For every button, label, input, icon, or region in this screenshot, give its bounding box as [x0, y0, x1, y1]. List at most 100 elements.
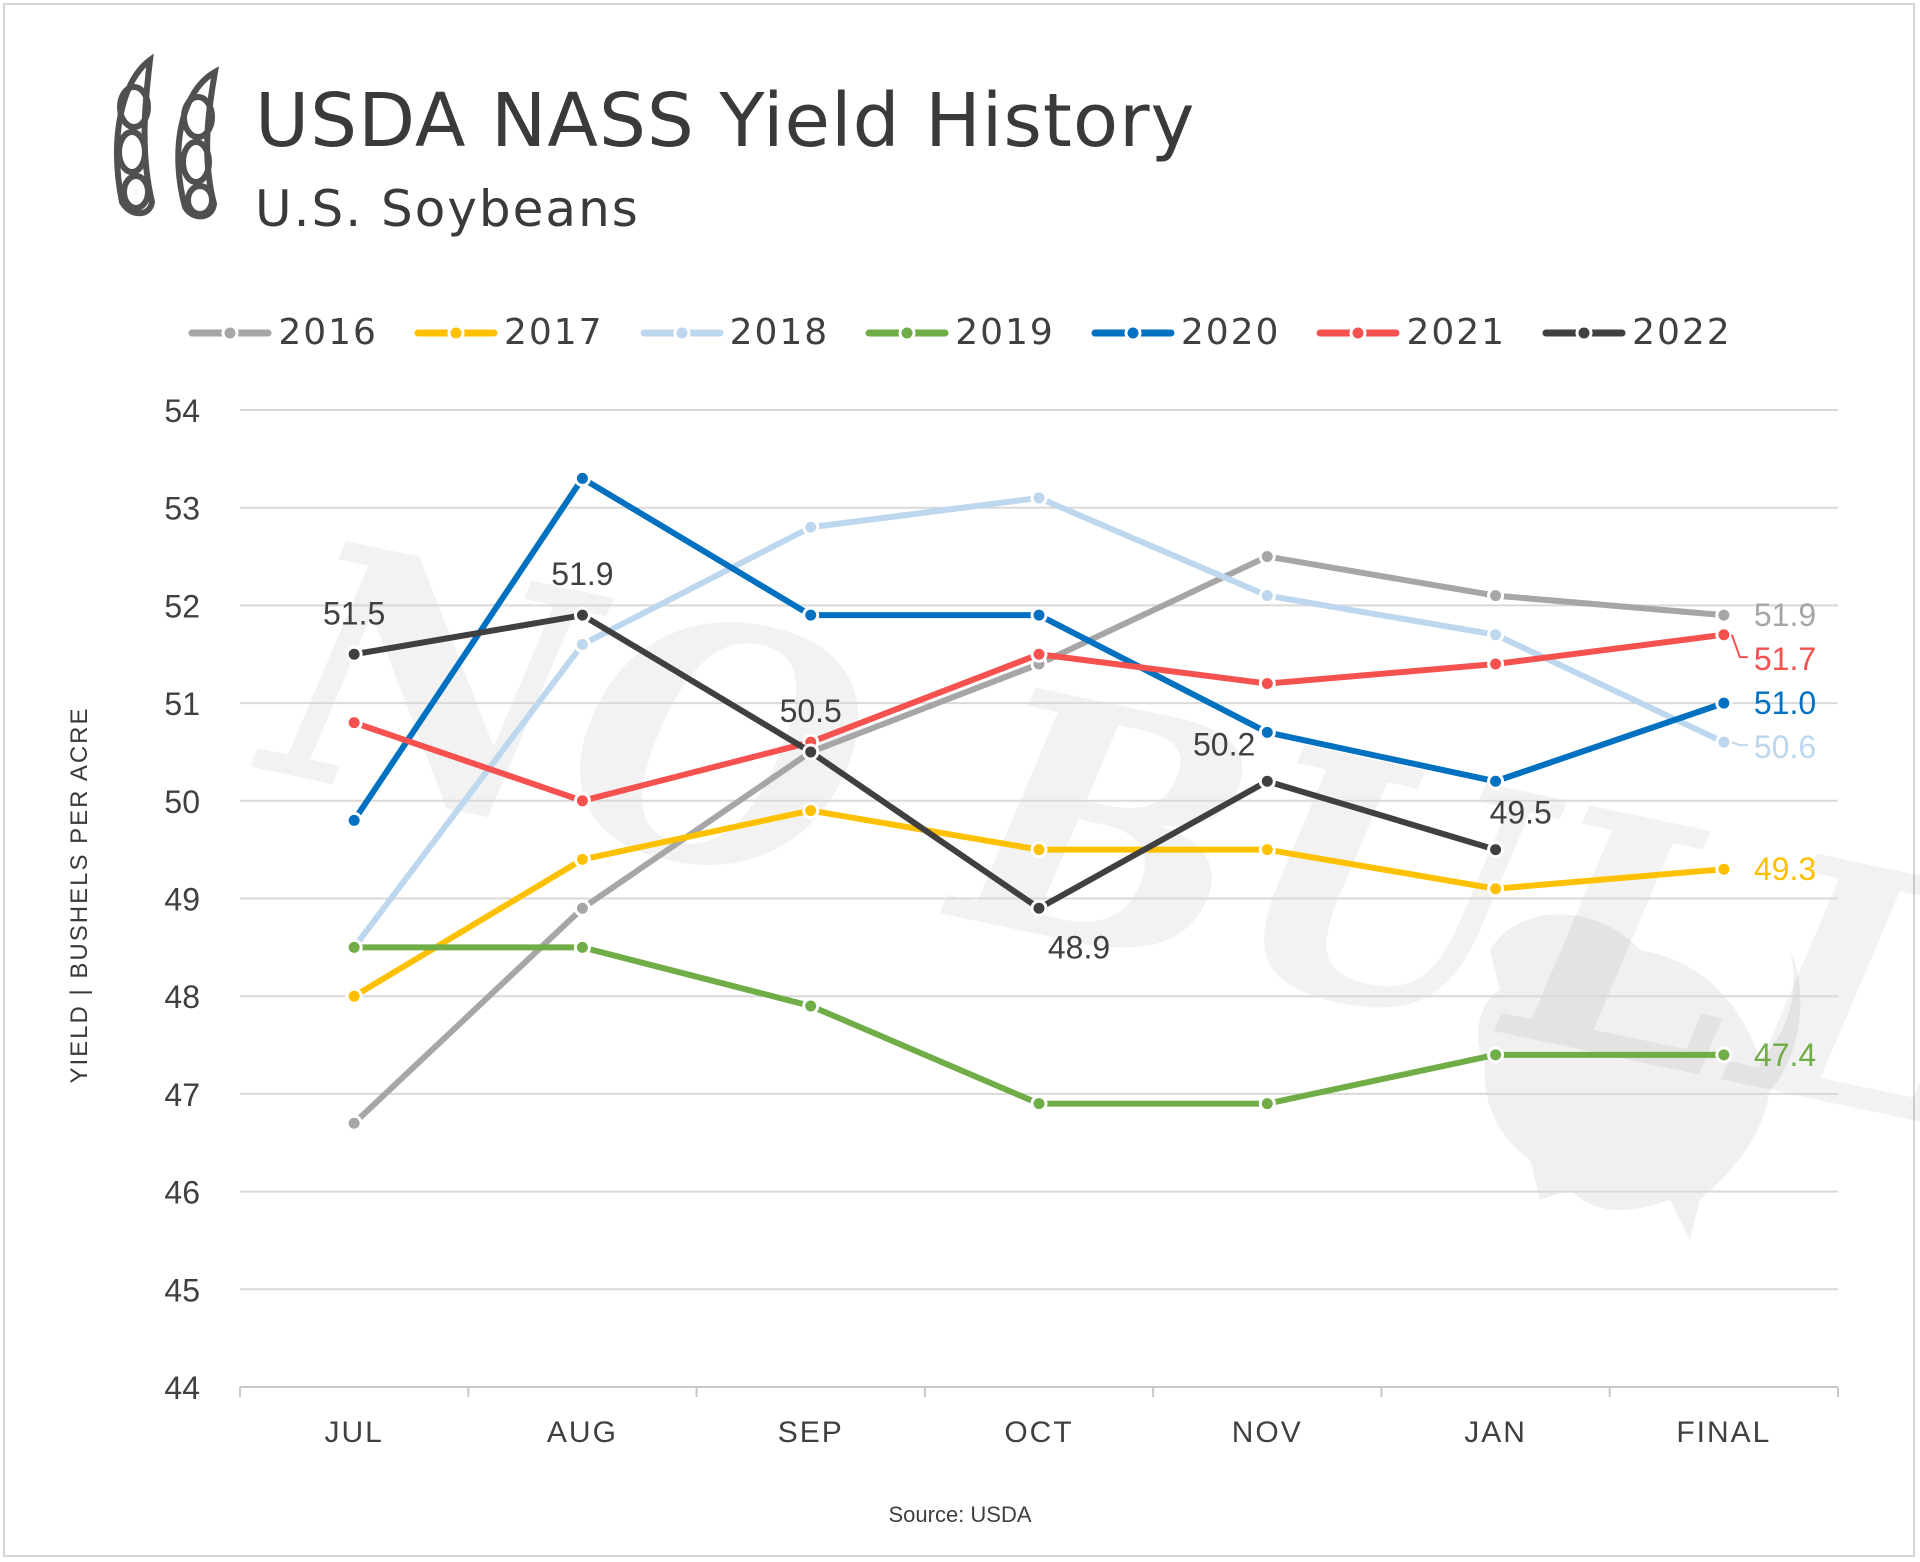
y-tick-label: 49 — [164, 882, 200, 918]
data-point — [802, 518, 820, 536]
series-2021 — [345, 626, 1733, 810]
data-point — [573, 938, 591, 956]
data-label: 50.2 — [1193, 726, 1255, 762]
data-point — [1258, 675, 1276, 693]
data-point — [1030, 606, 1048, 624]
end-label-2021: 51.7 — [1754, 641, 1816, 677]
data-point — [573, 850, 591, 868]
legend-swatch-marker — [447, 324, 465, 341]
legend-item-2019: 2019 — [865, 312, 1055, 353]
legend-item-2021: 2021 — [1316, 312, 1506, 353]
data-point — [573, 469, 591, 487]
data-point — [1030, 1095, 1048, 1113]
legend: 2016 2017 2018 2019 2020 2021 2022 — [0, 312, 1920, 353]
series-lines — [345, 469, 1733, 1132]
data-point — [573, 899, 591, 917]
legend-swatch — [188, 324, 272, 341]
legend-label: 2020 — [1180, 312, 1281, 353]
series-2020 — [345, 469, 1733, 829]
chart-frame — [3, 3, 1915, 1557]
legend-swatch — [1542, 324, 1626, 341]
x-tick-label: FINAL — [1676, 1416, 1771, 1449]
data-point — [1030, 899, 1048, 917]
y-tick-label: 54 — [164, 393, 200, 429]
legend-item-2022: 2022 — [1542, 312, 1732, 353]
data-point — [1258, 772, 1276, 790]
data-point — [1030, 645, 1048, 663]
y-tick-label: 52 — [164, 588, 200, 624]
data-point — [1487, 626, 1505, 644]
data-point — [1487, 587, 1505, 605]
data-point — [573, 606, 591, 624]
data-point — [345, 714, 363, 732]
series-2017 — [345, 802, 1733, 1005]
data-point — [573, 792, 591, 810]
data-point — [1258, 723, 1276, 741]
y-tick-label: 45 — [164, 1272, 200, 1308]
x-tick-label: NOV — [1232, 1416, 1303, 1449]
legend-swatch — [414, 324, 498, 341]
data-point — [1715, 606, 1733, 624]
y-tick-label: 46 — [164, 1175, 200, 1211]
data-point — [802, 997, 820, 1015]
legend-item-2020: 2020 — [1091, 312, 1281, 353]
data-point — [345, 938, 363, 956]
data-point — [1715, 626, 1733, 644]
end-label-2016: 51.9 — [1754, 597, 1816, 633]
x-tick-label: JUL — [324, 1416, 383, 1449]
y-tick-label: 48 — [164, 979, 200, 1015]
x-tick-label: JAN — [1464, 1416, 1527, 1449]
legend-swatch-marker — [1349, 324, 1367, 341]
legend-swatch-marker — [1124, 324, 1142, 341]
data-point — [1258, 841, 1276, 859]
x-tick-label: AUG — [547, 1416, 618, 1449]
chart-title: USDA NASS Yield History — [255, 78, 1196, 164]
legend-item-2018: 2018 — [640, 312, 830, 353]
y-tick-label: 50 — [164, 784, 200, 820]
y-tick-label: 47 — [164, 1077, 200, 1113]
data-point — [1487, 841, 1505, 859]
data-point — [1487, 880, 1505, 898]
data-label: 51.5 — [323, 595, 385, 631]
legend-swatch — [640, 324, 724, 341]
data-point — [1715, 733, 1733, 751]
end-label-2018: 50.6 — [1754, 729, 1816, 765]
legend-label: 2017 — [503, 312, 604, 353]
data-point — [573, 635, 591, 653]
data-point — [1715, 694, 1733, 712]
series-2019 — [345, 938, 1733, 1113]
leader-line — [1731, 741, 1748, 747]
data-label: 51.9 — [551, 556, 613, 592]
end-label-2020: 51.0 — [1754, 685, 1816, 721]
soybean-pod-logo — [114, 53, 220, 220]
series-line-2022 — [351, 612, 1499, 912]
data-point — [802, 606, 820, 624]
legend-swatch-marker — [221, 324, 239, 341]
data-point — [802, 743, 820, 761]
data-point — [345, 1114, 363, 1132]
series-2022 — [345, 606, 1505, 917]
end-label-2017: 49.3 — [1754, 851, 1816, 887]
axes: JUL AUG SEP OCT NOV JAN FINAL — [239, 1386, 1839, 1449]
end-label-2019: 47.4 — [1754, 1037, 1816, 1073]
legend-swatch — [865, 324, 949, 341]
legend-swatch-marker — [898, 324, 916, 341]
chart-subtitle: U.S. Soybeans — [255, 180, 640, 238]
data-label: 49.5 — [1490, 795, 1552, 831]
legend-swatch-marker — [673, 324, 691, 341]
legend-label: 2019 — [955, 312, 1055, 353]
data-point — [1715, 1046, 1733, 1064]
y-tick-label: 44 — [164, 1370, 200, 1406]
data-labels: 51.5 51.9 50.5 48.9 50.2 49.5 51.9 51.7 51.0 50.6… — [323, 556, 1816, 1073]
data-point — [1715, 860, 1733, 878]
data-point — [345, 987, 363, 1005]
y-tick-label: 53 — [164, 491, 200, 527]
data-point — [1258, 548, 1276, 566]
data-point — [1487, 772, 1505, 790]
data-label: 50.5 — [780, 693, 842, 729]
y-tick-label: 51 — [164, 686, 200, 722]
data-point — [1030, 489, 1048, 507]
legend-label: 2022 — [1632, 312, 1732, 353]
data-point — [1258, 1095, 1276, 1113]
data-point — [345, 811, 363, 829]
